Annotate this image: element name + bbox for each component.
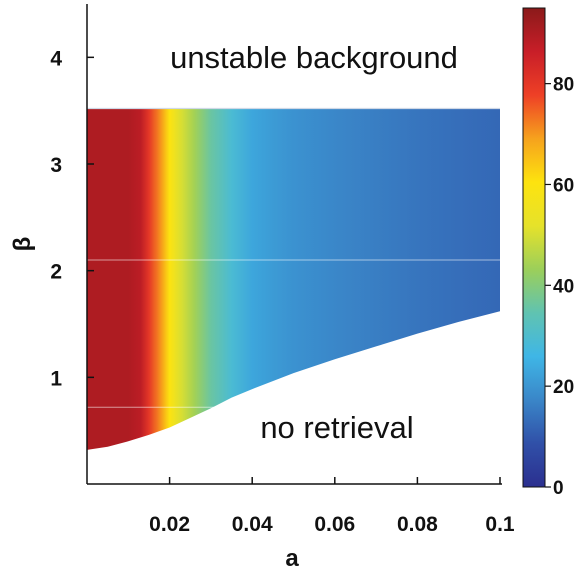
plot-area: unstable background no retrieval 0.02 0.0…: [9, 4, 515, 572]
y-tick-label: 2: [50, 261, 62, 284]
gridlines: [87, 259, 500, 408]
colorbar-tick-label: 80: [553, 75, 574, 96]
colorbar-tick-label: 0: [553, 478, 564, 499]
unstable-background-label: unstable background: [170, 40, 458, 75]
x-ticks: 0.02 0.04 0.06 0.08 0.1: [149, 477, 515, 536]
colorbar-tick-label: 40: [553, 276, 574, 297]
y-ticks: 1 2 3 4: [50, 47, 94, 390]
x-tick-label: 0.08: [397, 513, 438, 536]
y-axis-title: β: [9, 237, 36, 252]
colorbar-ticks: 0 20 40 60 80: [545, 75, 574, 499]
x-tick-label: 0.02: [149, 513, 190, 536]
no-retrieval-label: no retrieval: [260, 410, 413, 445]
x-tick-label: 0.06: [314, 513, 355, 536]
colorbar-tick-label: 60: [553, 175, 574, 196]
x-tick-label: 0.1: [485, 513, 515, 536]
colorbar: 0 20 40 60 80: [522, 7, 574, 499]
colorbar-rect: [522, 7, 546, 488]
colorbar-tick-label: 20: [553, 377, 574, 398]
x-tick-label: 0.04: [232, 513, 273, 536]
x-axis-title: a: [285, 545, 299, 572]
y-tick-label: 1: [50, 367, 62, 390]
heatmap-region: [87, 108, 500, 450]
y-tick-label: 4: [50, 47, 62, 70]
y-tick-label: 3: [50, 154, 62, 177]
